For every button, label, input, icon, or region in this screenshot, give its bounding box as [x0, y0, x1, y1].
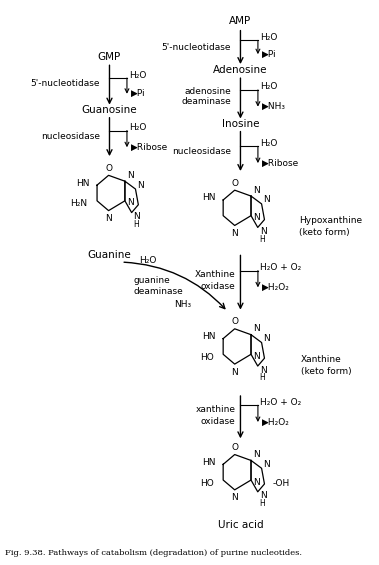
Text: ▶Pi: ▶Pi [131, 89, 146, 98]
Text: nucleosidase: nucleosidase [172, 147, 231, 156]
Text: N: N [253, 324, 260, 333]
Text: deaminase: deaminase [134, 288, 183, 297]
Text: HO: HO [200, 353, 213, 362]
Text: (keto form): (keto form) [299, 228, 349, 237]
Text: (keto form): (keto form) [301, 367, 351, 376]
Text: 5'-nucleotidase: 5'-nucleotidase [30, 80, 100, 89]
Text: H₂O + O₂: H₂O + O₂ [260, 398, 301, 407]
Text: HO: HO [200, 479, 213, 488]
Text: adenosine: adenosine [184, 88, 231, 97]
Text: GMP: GMP [98, 52, 121, 62]
Text: H₂N: H₂N [70, 199, 87, 208]
Text: N: N [105, 214, 112, 223]
Text: H: H [260, 373, 265, 383]
Text: Fig. 9.38. Pathways of catabolism (degradation) of purine nucleotides.: Fig. 9.38. Pathways of catabolism (degra… [5, 549, 302, 557]
Text: H: H [133, 220, 139, 229]
Text: Inosine: Inosine [222, 119, 259, 129]
Text: N: N [231, 493, 238, 502]
Text: N: N [253, 477, 260, 486]
Text: Xanthine: Xanthine [301, 355, 341, 364]
Text: HN: HN [202, 193, 215, 202]
Text: H₂O: H₂O [260, 82, 277, 92]
Text: oxidase: oxidase [201, 416, 236, 425]
Text: H₂O: H₂O [260, 33, 277, 42]
Text: HN: HN [76, 179, 89, 188]
Text: 5'-nucleotidase: 5'-nucleotidase [161, 43, 231, 52]
Text: xanthine: xanthine [196, 405, 236, 414]
Text: H₂O: H₂O [139, 256, 157, 265]
Text: N: N [127, 198, 133, 207]
Text: ▶Pi: ▶Pi [262, 50, 276, 59]
Text: AMP: AMP [229, 16, 252, 25]
Text: Guanosine: Guanosine [82, 105, 137, 115]
Text: O: O [231, 443, 238, 452]
Text: N: N [138, 181, 144, 190]
Text: N: N [263, 460, 270, 469]
Text: N: N [263, 195, 270, 205]
Text: NH₃: NH₃ [174, 300, 191, 309]
Text: oxidase: oxidase [201, 282, 236, 291]
Text: N: N [253, 186, 260, 194]
Text: H: H [260, 499, 265, 508]
Text: ▶NH₃: ▶NH₃ [262, 102, 286, 111]
Text: HN: HN [202, 332, 215, 341]
Text: deaminase: deaminase [181, 97, 231, 106]
Text: ▶H₂O₂: ▶H₂O₂ [262, 418, 290, 427]
Text: N: N [263, 334, 270, 343]
Text: N: N [133, 212, 140, 221]
Text: N: N [260, 366, 266, 375]
Text: Adenosine: Adenosine [213, 65, 268, 75]
Text: N: N [231, 229, 238, 238]
Text: N: N [253, 213, 260, 222]
Text: Hypoxanthine: Hypoxanthine [299, 216, 362, 225]
Text: HN: HN [202, 458, 215, 467]
Text: H₂O: H₂O [129, 123, 146, 132]
Text: H₂O: H₂O [260, 139, 277, 148]
Text: N: N [260, 227, 266, 236]
Text: H₂O: H₂O [129, 71, 146, 80]
Text: guanine: guanine [134, 276, 171, 285]
Text: nucleosidase: nucleosidase [41, 132, 100, 141]
Text: ▶Ribose: ▶Ribose [131, 143, 168, 152]
Text: ▶H₂O₂: ▶H₂O₂ [262, 283, 290, 292]
Text: O: O [231, 318, 238, 327]
Text: ▶Ribose: ▶Ribose [262, 159, 299, 168]
Text: Xanthine: Xanthine [195, 270, 236, 279]
Text: O: O [231, 179, 238, 188]
Text: N: N [260, 491, 266, 500]
Text: Guanine: Guanine [88, 250, 132, 260]
Text: Uric acid: Uric acid [218, 520, 263, 529]
Text: N: N [231, 367, 238, 376]
Text: N: N [253, 450, 260, 459]
Text: -OH: -OH [272, 480, 290, 489]
Text: O: O [105, 164, 112, 173]
Text: N: N [253, 352, 260, 361]
Text: N: N [127, 171, 133, 180]
Text: H₂O + O₂: H₂O + O₂ [260, 263, 301, 272]
Text: H: H [260, 235, 265, 244]
